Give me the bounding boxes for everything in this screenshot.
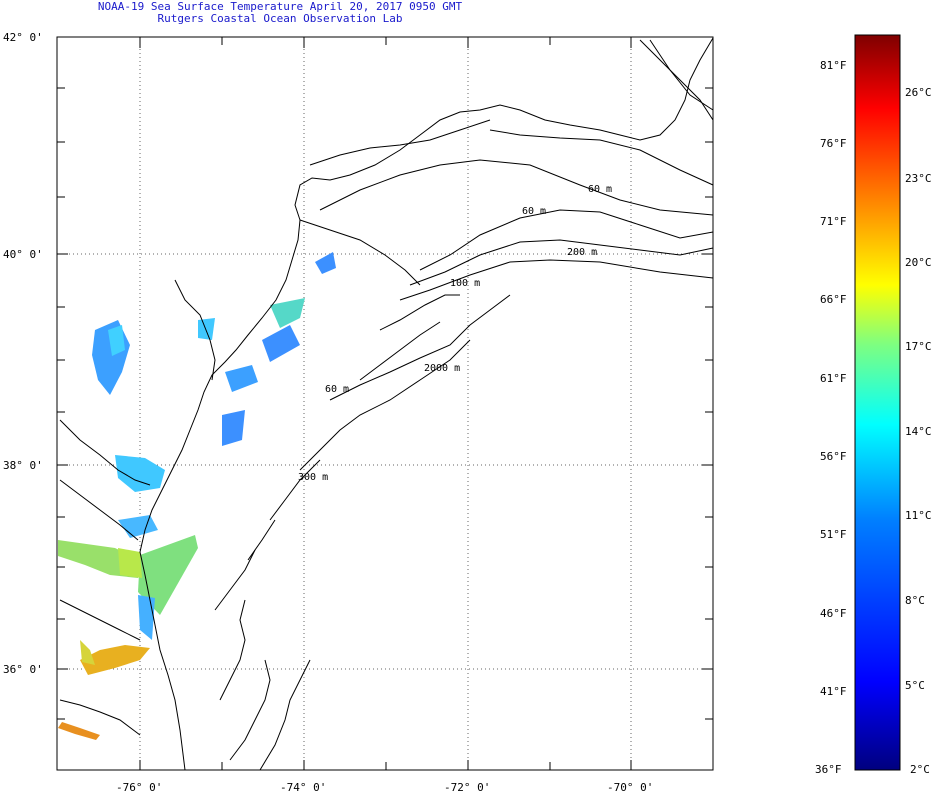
colorbar-c-label: 23°C	[905, 172, 932, 185]
contour-label: 60 m	[325, 384, 349, 395]
contour-labels: 60 m 60 m 100 m 200 m 2000 m 300 m 60 m	[298, 184, 612, 483]
contour-label: 60 m	[522, 206, 546, 217]
colorbar-c-label: 8°C	[905, 594, 925, 607]
sst-data-patches	[58, 252, 336, 740]
map-title: NOAA-19 Sea Surface Temperature April 20…	[97, 0, 463, 13]
lon-label: -70° 0'	[607, 781, 654, 794]
colorbar-f-label: 46°F	[820, 607, 847, 620]
contour-label: 300 m	[298, 472, 328, 483]
contour-label: 2000 m	[424, 363, 460, 374]
lon-label: -72° 0'	[444, 781, 491, 794]
colorbar-c-label: 2°C	[910, 763, 930, 776]
coastline	[59, 37, 714, 771]
axis-ticks	[57, 37, 713, 770]
colorbar-f-label: 81°F	[820, 59, 847, 72]
colorbar-c-label: 11°C	[905, 509, 932, 522]
lat-label: 36° 0'	[3, 663, 43, 676]
lat-label: 38° 0'	[3, 459, 43, 472]
colorbar-f-label: 51°F	[820, 528, 847, 541]
colorbar-f-label: 61°F	[820, 372, 847, 385]
colorbar-f-label: 66°F	[820, 293, 847, 306]
lon-label: -76° 0'	[116, 781, 163, 794]
contour-label: 200 m	[567, 247, 597, 258]
graticule	[57, 37, 713, 770]
colorbar-c-label: 5°C	[905, 679, 925, 692]
colorbar-c-label: 20°C	[905, 256, 932, 269]
colorbar-c-label: 17°C	[905, 340, 932, 353]
colorbar-f-label: 56°F	[820, 450, 847, 463]
colorbar-c-label: 14°C	[905, 425, 932, 438]
lat-label: 40° 0'	[3, 248, 43, 261]
colorbar-f-label: 71°F	[820, 215, 847, 228]
colorbar-f-label: 76°F	[820, 137, 847, 150]
contour-label: 100 m	[450, 278, 480, 289]
colorbar	[854, 34, 901, 771]
lat-label: 42° 0'	[3, 31, 43, 44]
map-subtitle: Rutgers Coastal Ocean Observation Lab	[157, 12, 403, 25]
colorbar-f-label: 36°F	[815, 763, 842, 776]
colorbar-c-label: 26°C	[905, 86, 932, 99]
lon-label: -74° 0'	[280, 781, 327, 794]
colorbar-f-label: 41°F	[820, 685, 847, 698]
contour-label: 60 m	[588, 184, 612, 195]
